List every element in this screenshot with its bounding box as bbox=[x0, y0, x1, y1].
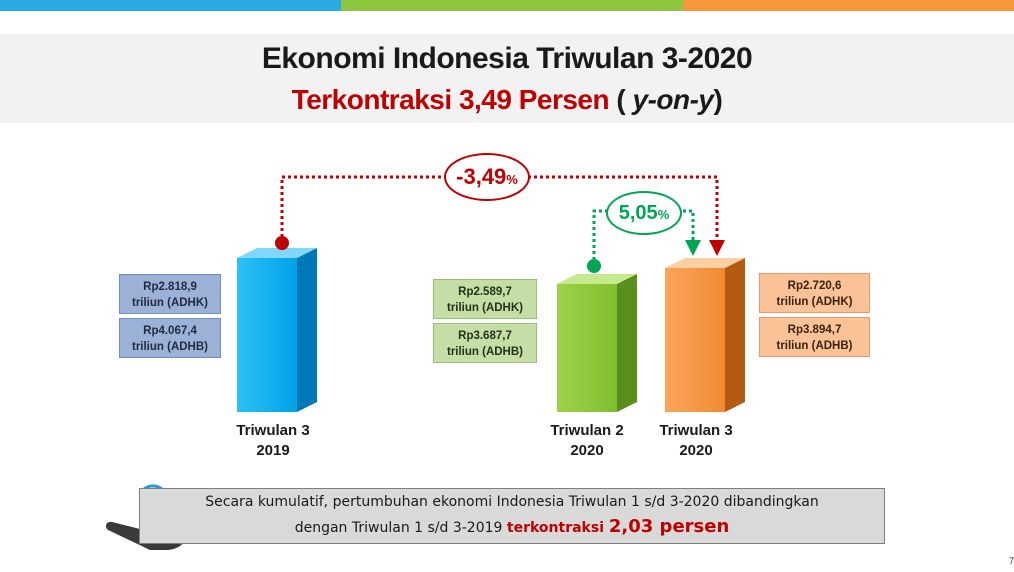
bar-label-q3-2019: Triwulan 3 2019 bbox=[213, 421, 333, 461]
yoy-growth-badge: -3,49% bbox=[444, 153, 530, 201]
bar-q2-2020-front bbox=[557, 284, 617, 412]
page-subtitle: Terkontraksi 3,49 Persen ( y-on-y) bbox=[0, 84, 1014, 116]
topbar-orange bbox=[683, 0, 1014, 11]
value-box-q3-2020-adhk: Rp2.720,6 triliun (ADHK) bbox=[759, 273, 870, 313]
bar-label-q2-2020: Triwulan 2 2020 bbox=[527, 421, 647, 461]
cumulative-note-line1: Secara kumulatif, pertumbuhan ekonomi In… bbox=[205, 494, 819, 510]
subtitle-paren-close: ) bbox=[713, 84, 723, 115]
value-q3-2020-adhb: Rp3.894,7 bbox=[787, 324, 842, 336]
cumulative-note-box: Secara kumulatif, pertumbuhan ekonomi In… bbox=[139, 488, 885, 544]
subtitle-yoy: y-on-y bbox=[632, 84, 715, 115]
bar-label-q3-2019-line1: Triwulan 3 bbox=[236, 422, 310, 439]
bar-q2-2020-side bbox=[617, 274, 637, 412]
cumulative-note-contraction-value: 2,03 persen bbox=[608, 516, 730, 537]
yoy-arrow-head bbox=[709, 240, 725, 256]
subtitle-paren-open: ( bbox=[616, 84, 626, 115]
unit-q3-2019-adhb: triliun (ADHB) bbox=[131, 341, 208, 353]
cumulative-note-contraction-label: terkontraksi bbox=[506, 520, 609, 536]
page-title: Ekonomi Indonesia Triwulan 3-2020 bbox=[261, 42, 753, 75]
bar-q2-2020-top bbox=[557, 274, 637, 284]
bar-q3-2020-top bbox=[665, 258, 745, 268]
bar-q3-2020 bbox=[665, 258, 745, 412]
bar-q3-2019-front bbox=[237, 258, 297, 412]
unit-q3-2019-adhk: triliun (ADHK) bbox=[131, 297, 208, 309]
yoy-growth-value: -3,49 bbox=[456, 164, 507, 189]
value-q3-2019-adhk: Rp2.818,9 bbox=[143, 281, 197, 293]
qtq-growth-unit: % bbox=[657, 207, 670, 222]
page-number: 7 bbox=[1008, 556, 1014, 566]
bar-q3-2019-side bbox=[297, 248, 317, 412]
bar-label-q3-2019-line2: 2019 bbox=[256, 442, 290, 459]
value-q3-2019-adhb: Rp4.067,4 bbox=[143, 325, 197, 337]
value-q3-2020-adhk: Rp2.720,6 bbox=[787, 280, 842, 292]
unit-q3-2020-adhb: triliun (ADHB) bbox=[776, 340, 853, 352]
unit-q2-2020-adhk: triliun (ADHK) bbox=[446, 302, 523, 314]
unit-q3-2020-adhk: triliun (ADHK) bbox=[776, 296, 853, 308]
value-box-q2-2020-adhb: Rp3.687,7 triliun (ADHB) bbox=[433, 323, 537, 363]
value-q2-2020-adhb: Rp3.687,7 bbox=[458, 330, 512, 342]
bar-label-q3-2020-line2: 2020 bbox=[679, 442, 713, 459]
bar-q3-2020-front bbox=[665, 268, 725, 412]
topbar-blue bbox=[0, 0, 341, 11]
header-band bbox=[0, 34, 1014, 123]
cumulative-note-line2: dengan Triwulan 1 s/d 3-2019 terkontraks… bbox=[140, 516, 884, 537]
bar-label-q2-2020-line2: 2020 bbox=[570, 442, 604, 459]
subtitle-main: Terkontraksi 3,49 Persen bbox=[291, 84, 610, 115]
yoy-growth-unit: % bbox=[506, 172, 518, 187]
value-box-q3-2019-adhk: Rp2.818,9 triliun (ADHK) bbox=[119, 274, 221, 314]
qtq-arrow-head bbox=[685, 240, 701, 256]
value-q2-2020-adhk: Rp2.589,7 bbox=[458, 286, 512, 298]
bar-q3-2020-side bbox=[725, 258, 745, 412]
bar-q2-2020 bbox=[557, 274, 637, 412]
bar-label-q2-2020-line1: Triwulan 2 bbox=[550, 422, 624, 439]
bar-label-q3-2020: Triwulan 3 2020 bbox=[636, 421, 756, 461]
qtq-start-dot bbox=[587, 259, 601, 273]
bar-q3-2019-top bbox=[237, 248, 317, 258]
bar-q3-2019 bbox=[237, 248, 317, 412]
value-box-q3-2019-adhb: Rp4.067,4 triliun (ADHB) bbox=[119, 318, 221, 358]
cumulative-note-prefix: dengan Triwulan 1 s/d 3-2019 bbox=[294, 520, 507, 536]
value-box-q3-2020-adhb: Rp3.894,7 triliun (ADHB) bbox=[759, 317, 870, 357]
qtq-growth-value: 5,05 bbox=[618, 202, 658, 224]
value-box-q2-2020-adhk: Rp2.589,7 triliun (ADHK) bbox=[433, 279, 537, 319]
bar-label-q3-2020-line1: Triwulan 3 bbox=[659, 422, 733, 439]
yoy-start-dot bbox=[275, 236, 289, 250]
qtq-growth-badge: 5,05% bbox=[606, 191, 682, 235]
unit-q2-2020-adhb: triliun (ADHB) bbox=[446, 346, 523, 358]
topbar-green bbox=[341, 0, 683, 11]
